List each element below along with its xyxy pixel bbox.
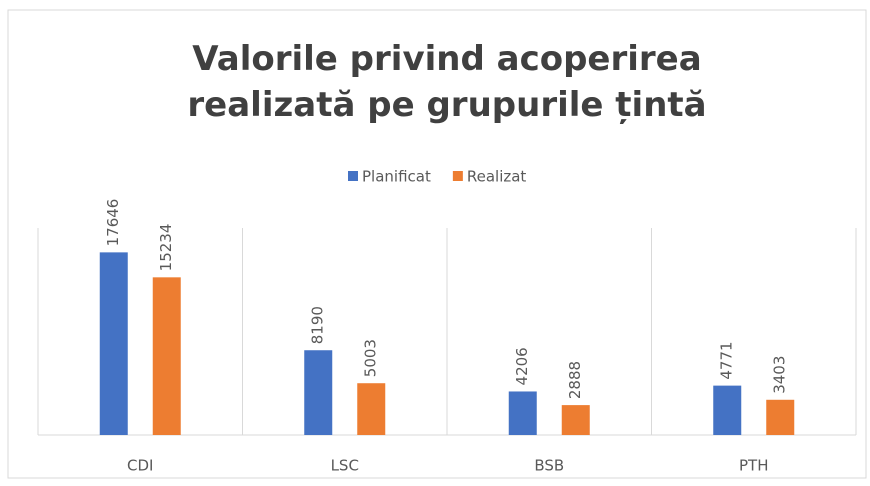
- bar: [99, 252, 128, 435]
- x-tick-label: LSC: [331, 457, 359, 475]
- bar: [713, 385, 742, 435]
- data-label: 4771: [718, 341, 736, 379]
- data-label: 4206: [513, 347, 531, 385]
- legend-swatch: [348, 171, 358, 181]
- x-tick-label: BSB: [534, 457, 564, 475]
- bar: [561, 405, 590, 435]
- legend-label: Realizat: [467, 168, 527, 186]
- data-label: 15234: [157, 224, 175, 272]
- chart-title: Valorile privind acoperirea realizată pe…: [187, 39, 707, 125]
- data-label: 8190: [309, 306, 327, 344]
- legend-swatch: [452, 171, 463, 181]
- bar: [357, 383, 386, 435]
- data-label: 17646: [104, 199, 122, 247]
- x-tick-label: PTH: [739, 457, 769, 475]
- data-label: 3403: [771, 356, 789, 394]
- data-label: 2888: [566, 361, 584, 399]
- legend-label: Planificat: [362, 168, 431, 186]
- bar: [304, 350, 333, 435]
- bar: [508, 391, 537, 435]
- data-label: 5003: [362, 339, 380, 377]
- bar: [766, 399, 795, 435]
- x-tick-label: CDI: [127, 457, 153, 475]
- bar: [152, 277, 181, 435]
